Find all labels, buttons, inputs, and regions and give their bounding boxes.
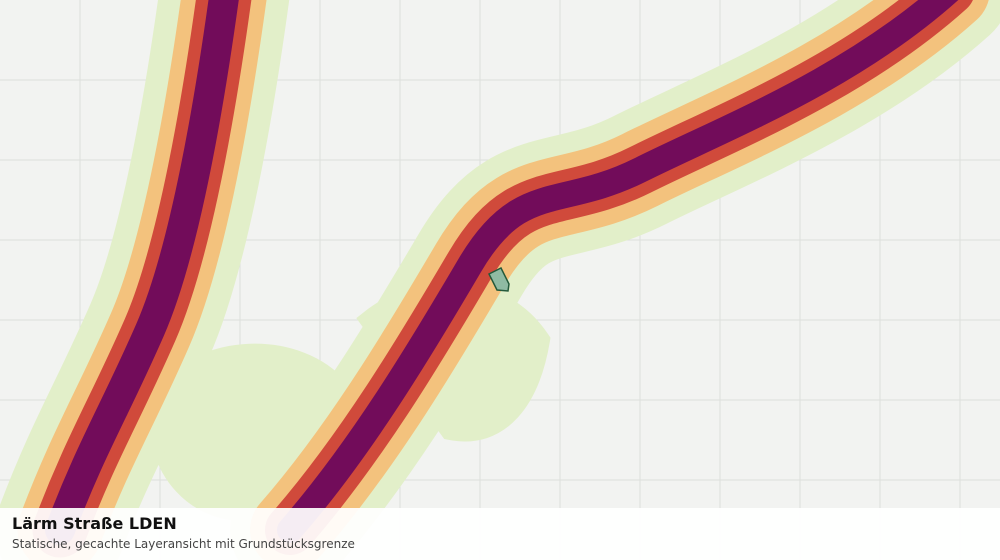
road-left	[0, 0, 290, 560]
layer-title: Lärm Straße LDEN	[12, 514, 177, 533]
parcel-boundary	[487, 266, 510, 292]
caption-panel: Lärm Straße LDEN Statische, gecachte Lay…	[0, 508, 1000, 560]
road-right	[230, 0, 1000, 560]
layer-subtitle: Statische, gecachte Layeransicht mit Gru…	[12, 537, 355, 551]
